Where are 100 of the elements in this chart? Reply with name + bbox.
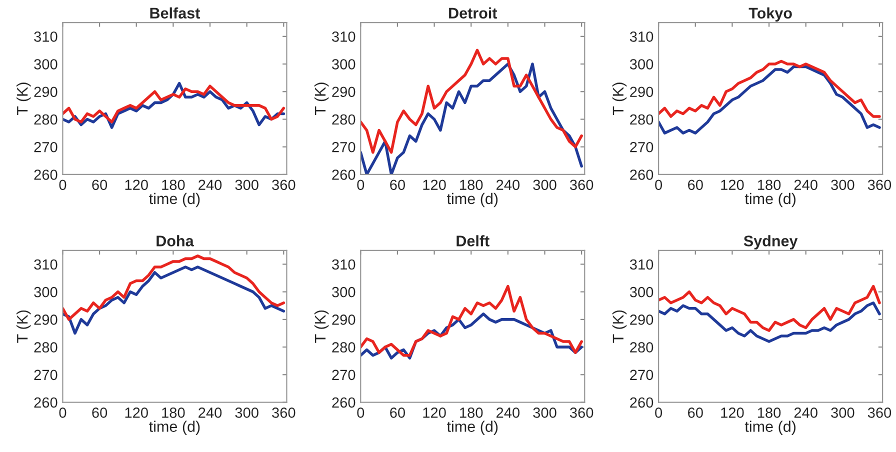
x-tick-label: 240 [198, 180, 222, 190]
y-tick-label: 290 [630, 86, 654, 98]
y-tick-label: 300 [332, 59, 356, 70]
x-tick-label: 180 [162, 180, 185, 190]
x-tick-label: 240 [198, 408, 222, 418]
x-tick-label: 180 [460, 180, 483, 190]
x-tick-label: 0 [655, 408, 662, 418]
x-tick-label: 240 [794, 408, 818, 418]
y-tick-label: 280 [34, 114, 58, 125]
x-tick-label: 120 [423, 180, 446, 190]
y-tick-label: 260 [630, 170, 654, 180]
y-tick-label: 310 [630, 32, 654, 42]
x-tick-label: 240 [496, 180, 520, 190]
x-tick-label: 180 [758, 180, 781, 190]
line-series [658, 301, 881, 343]
y-tick-label: 270 [332, 370, 356, 380]
y-tick-label: 300 [34, 286, 58, 298]
x-tick-label: 360 [868, 180, 892, 190]
x-tick-label: 300 [533, 408, 556, 418]
x-tick-label: 360 [570, 408, 594, 418]
x-tick-label: 180 [460, 408, 483, 418]
chart-title: Delft [456, 235, 490, 246]
line-series [62, 254, 286, 321]
y-tick-label: 280 [630, 342, 654, 352]
chart-title: Detroit [449, 7, 498, 19]
x-tick-label: 300 [235, 180, 258, 190]
line-series [658, 284, 881, 332]
x-tick-label: 300 [533, 180, 556, 190]
x-tick-label: 0 [59, 180, 66, 190]
y-tick-label: 280 [630, 114, 654, 125]
y-tick-label: 260 [34, 170, 58, 180]
x-axis-title: time (d) [744, 420, 796, 435]
x-axis-title: time (d) [446, 420, 498, 435]
y-tick-label: 300 [34, 59, 58, 70]
y-axis-title: T (K) [16, 310, 31, 343]
y-tick-label: 260 [630, 397, 654, 408]
line-series [360, 62, 583, 174]
x-tick-label: 180 [162, 408, 185, 418]
y-tick-label: 260 [34, 397, 58, 408]
x-tick-label: 360 [868, 408, 892, 418]
y-axis-title: T (K) [314, 82, 329, 116]
chart-title: Sydney [744, 235, 798, 250]
y-tick-label: 310 [332, 259, 356, 270]
x-tick-label: 360 [272, 408, 296, 418]
x-tick-label: 0 [655, 180, 662, 190]
x-tick-label: 60 [92, 408, 108, 418]
x-tick-label: 120 [125, 180, 148, 190]
y-tick-label: 290 [332, 86, 356, 98]
x-tick-label: 60 [688, 408, 703, 418]
x-tick-label: 120 [125, 408, 148, 418]
y-tick-label: 300 [630, 286, 654, 298]
x-tick-label: 120 [721, 180, 744, 190]
x-tick-label: 360 [570, 180, 594, 190]
line-series [360, 48, 583, 154]
y-tick-label: 280 [34, 342, 58, 352]
line-series [658, 60, 881, 118]
y-tick-label: 260 [332, 170, 356, 180]
x-axis-title: time (d) [446, 192, 498, 208]
y-tick-label: 260 [332, 397, 356, 408]
y-axis-title: T (K) [314, 310, 329, 343]
x-tick-label: 360 [272, 180, 296, 190]
y-tick-label: 270 [630, 142, 654, 152]
y-tick-label: 280 [332, 114, 356, 125]
y-tick-label: 310 [34, 32, 58, 42]
y-tick-label: 270 [34, 142, 58, 152]
chart-title: Tokyo [748, 7, 792, 22]
x-axis-title: time (d) [744, 192, 796, 208]
y-axis-title: T (K) [612, 310, 627, 343]
y-tick-label: 300 [332, 286, 356, 298]
y-tick-label: 280 [332, 342, 356, 352]
x-tick-label: 60 [688, 180, 703, 190]
y-tick-label: 270 [34, 370, 58, 380]
x-tick-label: 60 [390, 180, 406, 190]
x-tick-label: 60 [390, 408, 406, 418]
line-series [62, 266, 286, 335]
y-tick-label: 310 [630, 259, 654, 270]
x-tick-label: 120 [721, 408, 744, 418]
y-axis-title: T (K) [16, 82, 31, 116]
x-tick-label: 60 [92, 180, 108, 190]
y-tick-label: 310 [34, 259, 58, 270]
x-axis-title: time (d) [149, 420, 200, 435]
x-tick-label: 0 [357, 180, 364, 190]
x-tick-label: 300 [235, 408, 258, 418]
x-tick-label: 180 [758, 408, 781, 418]
y-tick-label: 310 [332, 32, 356, 42]
x-tick-label: 0 [357, 408, 364, 418]
line-series [62, 84, 286, 124]
x-tick-label: 300 [831, 408, 854, 418]
y-tick-label: 290 [34, 314, 58, 325]
y-tick-label: 290 [332, 314, 356, 325]
x-axis-title: time (d) [149, 192, 200, 208]
line-series [360, 284, 583, 357]
y-tick-label: 300 [630, 59, 654, 70]
x-tick-label: 0 [59, 408, 66, 418]
x-tick-label: 240 [794, 180, 818, 190]
chart-title: Belfast [150, 7, 200, 19]
y-tick-label: 270 [332, 142, 356, 152]
y-tick-label: 290 [630, 314, 654, 325]
x-tick-label: 120 [423, 408, 446, 418]
y-tick-label: 290 [34, 86, 58, 98]
